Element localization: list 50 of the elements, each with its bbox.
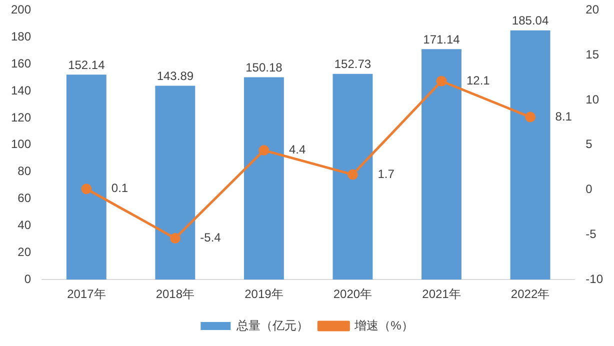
x-tick-label: 2020年 [333, 287, 372, 302]
data-label: 152.14 [68, 58, 106, 72]
point [81, 184, 92, 194]
data-label: 185.04 [512, 14, 549, 28]
legend-label: 总量（亿元） [236, 318, 309, 332]
y2-tick-label: -5 [586, 227, 597, 242]
y2-tick-label: -10 [586, 272, 604, 286]
point [258, 145, 270, 156]
y-tick-label: 120 [10, 110, 32, 124]
y2-tick-label: 15 [586, 47, 600, 62]
data-label: -5.4 [200, 230, 222, 245]
x-tick-label: 2017年 [67, 287, 106, 302]
data-label: 12.1 [466, 73, 490, 88]
bar [510, 30, 550, 280]
data-label: 143.89 [156, 69, 194, 84]
point [436, 76, 447, 86]
y-tick-label: 40 [18, 218, 32, 232]
y2-tick-label: 20 [586, 2, 600, 17]
point [347, 169, 358, 180]
y-tick-label: 180 [10, 29, 32, 44]
y-tick-label: 100 [10, 137, 32, 152]
data-label: 152.73 [334, 57, 372, 72]
x-tick-label: 2018年 [156, 287, 195, 302]
data-label: 1.7 [378, 166, 395, 181]
bar [155, 86, 196, 280]
y-tick-label: 160 [10, 56, 32, 70]
data-label: 150.18 [246, 60, 283, 75]
y-tick-label: 20 [18, 244, 32, 259]
y-tick-label: 60 [18, 191, 32, 206]
y2-tick-label: 0 [586, 182, 593, 196]
bar [332, 74, 373, 280]
point [170, 233, 180, 244]
y2-tick-label: 5 [586, 137, 593, 152]
x-tick-label: 2022年 [510, 287, 550, 302]
bar [66, 74, 106, 280]
y-tick-label: 200 [10, 2, 32, 17]
data-label: 171.14 [423, 32, 460, 46]
data-label: 8.1 [555, 109, 572, 124]
point [525, 112, 536, 122]
legend-label: 增速（%） [354, 318, 414, 332]
data-label: 0.1 [111, 181, 128, 196]
y-tick-label: 140 [10, 83, 32, 98]
bar [422, 49, 462, 280]
y-tick-label: 80 [18, 164, 32, 178]
bar [244, 77, 284, 280]
data-label: 4.4 [288, 142, 306, 157]
y-tick-label: 0 [24, 272, 32, 286]
x-tick-label: 2019年 [244, 287, 284, 302]
x-tick-label: 2021年 [422, 287, 461, 302]
y2-tick-label: 10 [586, 92, 600, 106]
